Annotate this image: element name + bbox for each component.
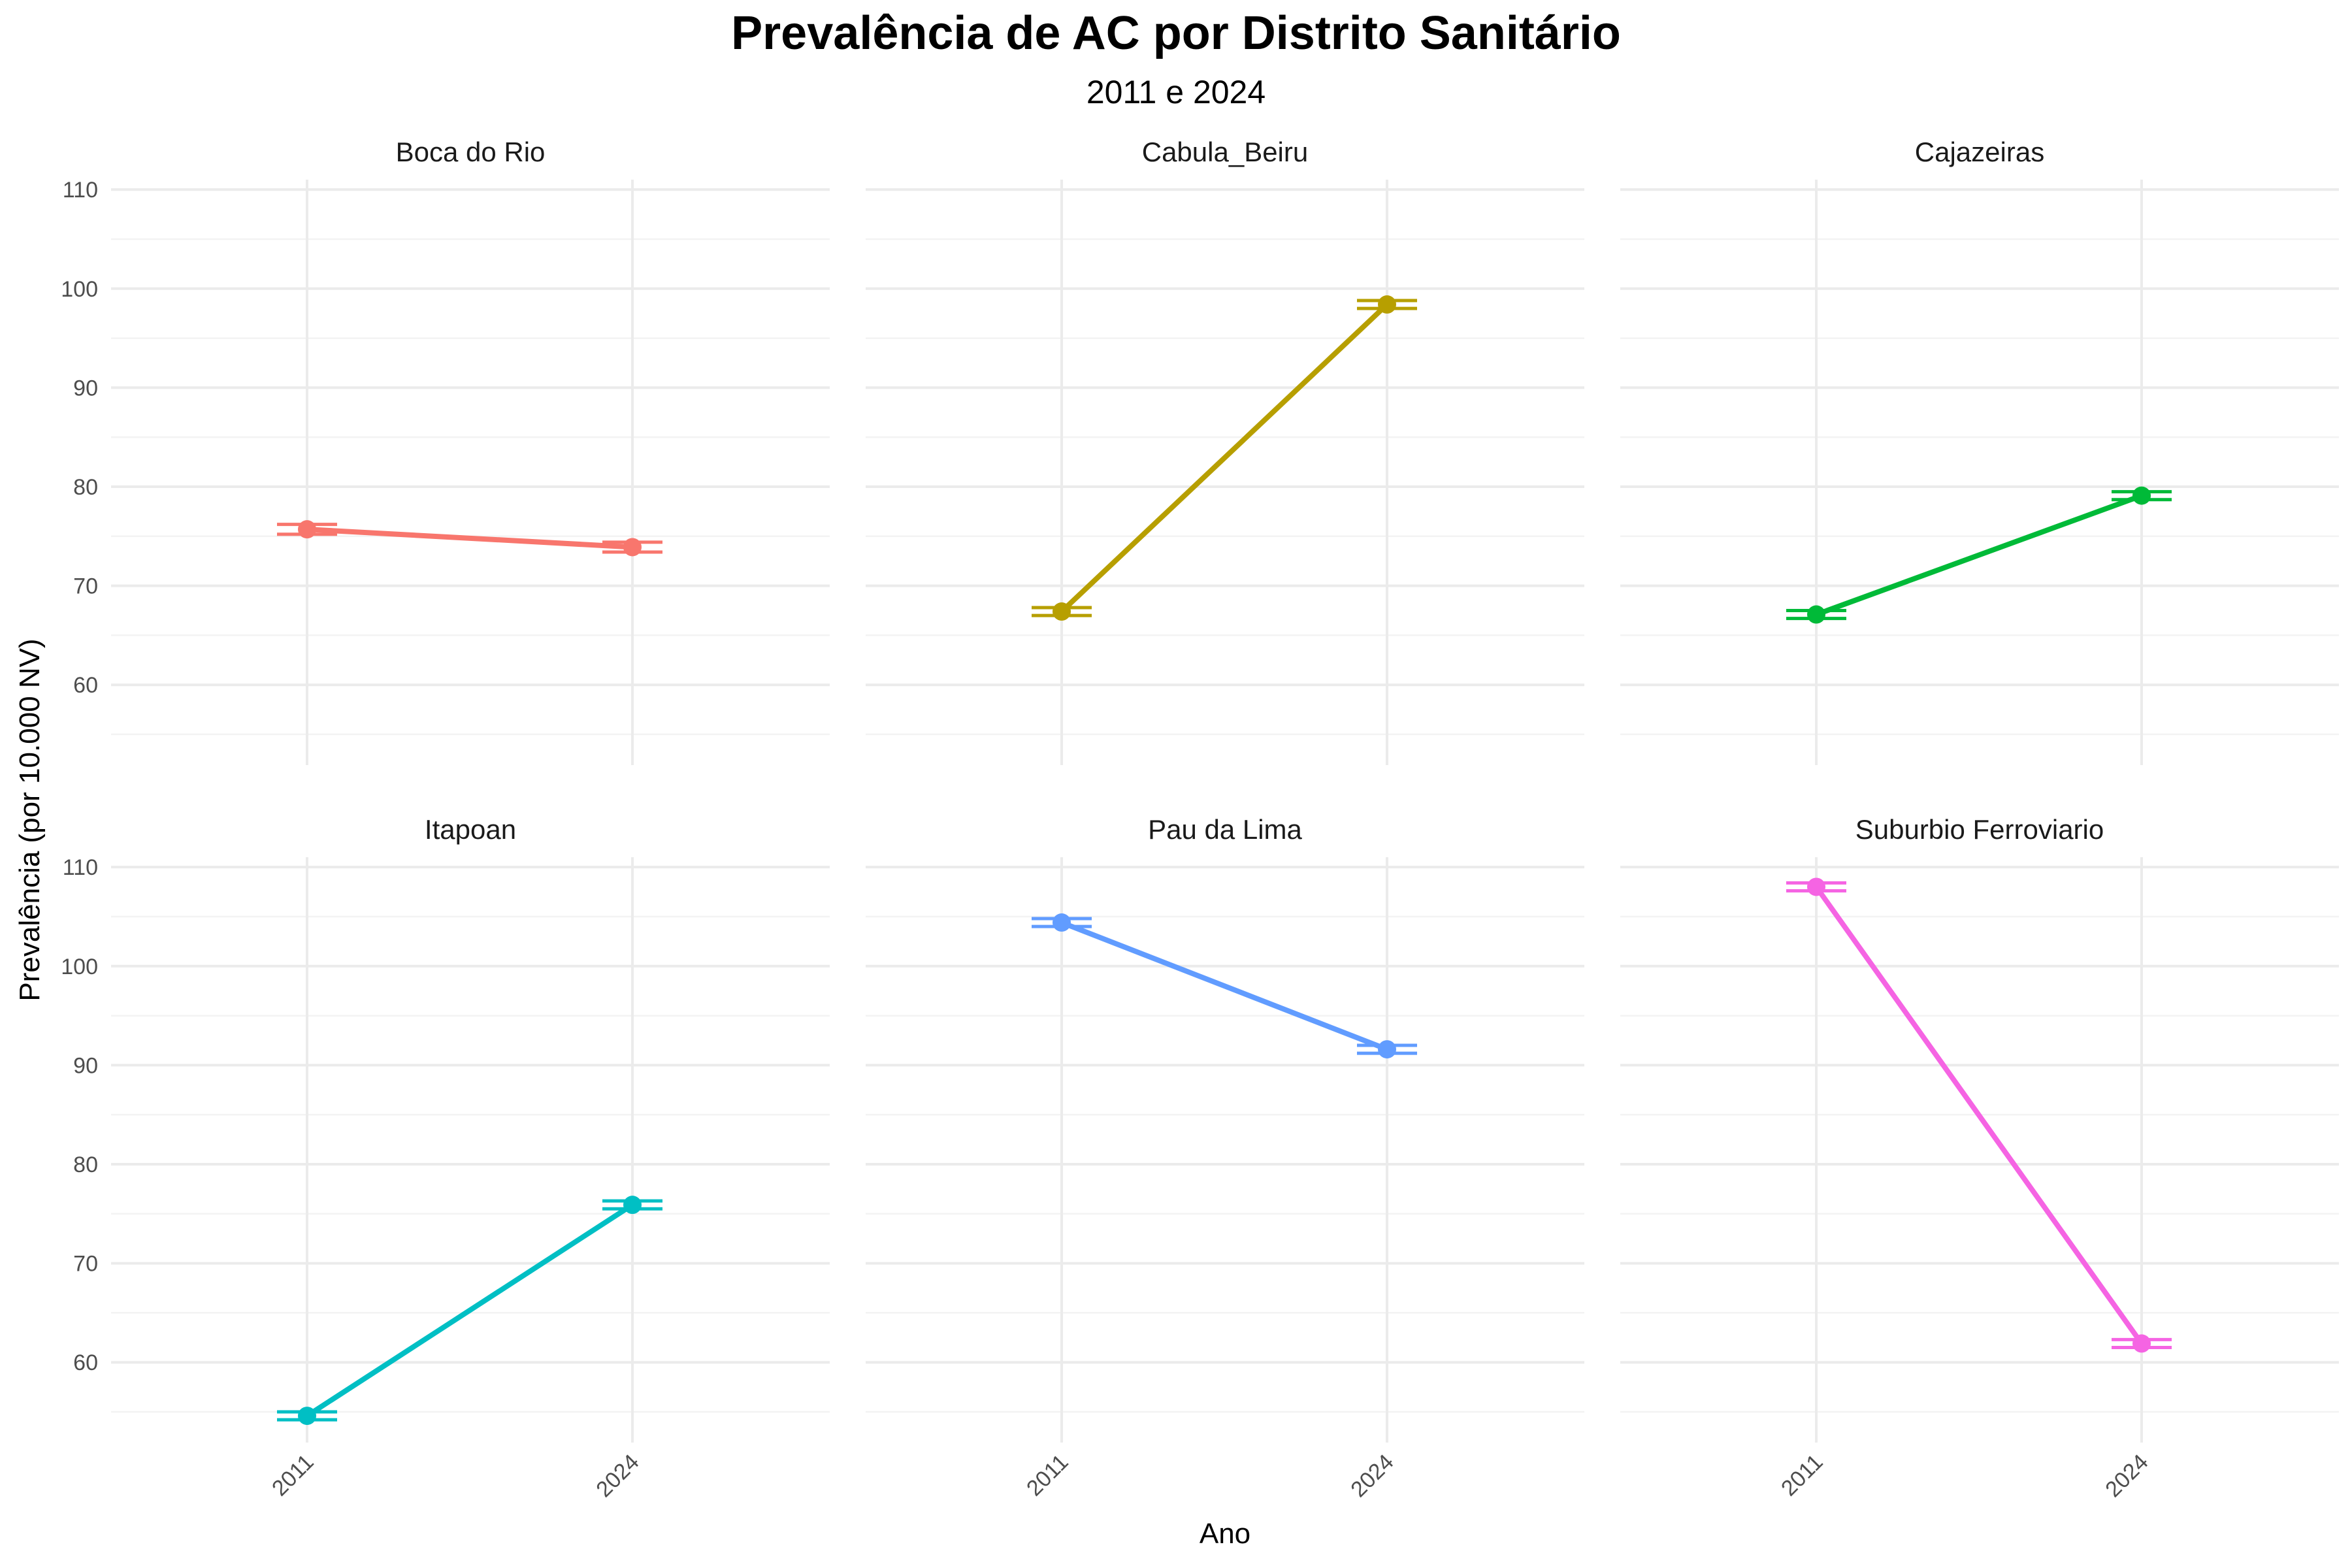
data-point	[1807, 877, 1825, 896]
data-point	[1053, 913, 1071, 932]
x-tick-label: 2024	[591, 1450, 644, 1502]
data-point	[623, 1196, 642, 1215]
series-line	[1814, 884, 2144, 1347]
y-tick-label: 110	[63, 178, 98, 203]
data-point	[298, 1407, 316, 1426]
y-tick-label: 90	[73, 1053, 98, 1078]
facet-panel-cajazeiras: Cajazeiras	[1620, 137, 2339, 765]
y-tick-label: 60	[73, 673, 98, 698]
facet-strip-label: Cabula_Beiru	[1142, 137, 1309, 167]
series-line	[1059, 920, 1390, 1053]
series-line	[1059, 302, 1390, 615]
facet-panels: Boca do Rio 60 70 80 90 100 110 Cabula_Beiru Caj…	[61, 137, 2339, 1502]
x-tick-label: 2011	[1776, 1450, 1828, 1501]
facet-strip-label: Suburbio Ferroviario	[1855, 814, 2104, 845]
series-line	[1814, 493, 2144, 617]
data-point	[623, 538, 642, 557]
data-point	[1378, 295, 1396, 314]
facet-strip-label: Pau da Lima	[1148, 814, 1302, 845]
facet-panel-itapoan: Itapoan 60 70 80 90 100 110 2011 2024	[61, 814, 830, 1502]
y-axis-title: Prevalência (por 10.000 NV)	[14, 638, 46, 1001]
facet-panel-boca-do-rio: Boca do Rio 60 70 80 90 100 110	[61, 137, 830, 765]
x-tick-label: 2011	[1022, 1450, 1073, 1501]
y-tick-label: 100	[61, 955, 98, 979]
x-tick-label: 2024	[1346, 1450, 1398, 1502]
data-point	[1053, 602, 1071, 621]
y-tick-label: 110	[63, 855, 98, 880]
chart-title: Prevalência de AC por Distrito Sanitário	[731, 7, 1621, 59]
y-tick-label: 100	[61, 277, 98, 302]
x-axis-title: Ano	[1200, 1518, 1250, 1550]
y-tick-label: 90	[73, 376, 98, 400]
facet-strip-label: Itapoan	[425, 814, 516, 845]
series-line	[304, 527, 635, 550]
facet-strip-label: Boca do Rio	[396, 137, 546, 167]
data-point	[298, 520, 316, 539]
y-tick-label: 70	[73, 574, 98, 599]
data-point	[2132, 486, 2151, 505]
y-tick-label: 70	[73, 1252, 98, 1277]
x-tick-label: 2024	[2100, 1450, 2153, 1502]
y-tick-label: 60	[73, 1350, 98, 1375]
facet-panel-suburbio-ferroviario: Suburbio Ferroviario 2011 2024	[1620, 814, 2339, 1502]
chart-subtitle: 2011 e 2024	[1086, 74, 1266, 110]
data-point	[1378, 1040, 1396, 1059]
data-point	[2132, 1334, 2151, 1353]
facet-strip-label: Cajazeiras	[1915, 137, 2044, 167]
data-point	[1807, 605, 1825, 624]
facet-panel-cabula-beiru: Cabula_Beiru	[866, 137, 1584, 765]
x-tick-label: 2011	[267, 1450, 319, 1501]
y-tick-label: 80	[73, 475, 98, 500]
series-line	[304, 1202, 635, 1419]
facet-panel-pau-da-lima: Pau da Lima 2011 2024	[866, 814, 1584, 1502]
y-tick-label: 80	[73, 1152, 98, 1177]
